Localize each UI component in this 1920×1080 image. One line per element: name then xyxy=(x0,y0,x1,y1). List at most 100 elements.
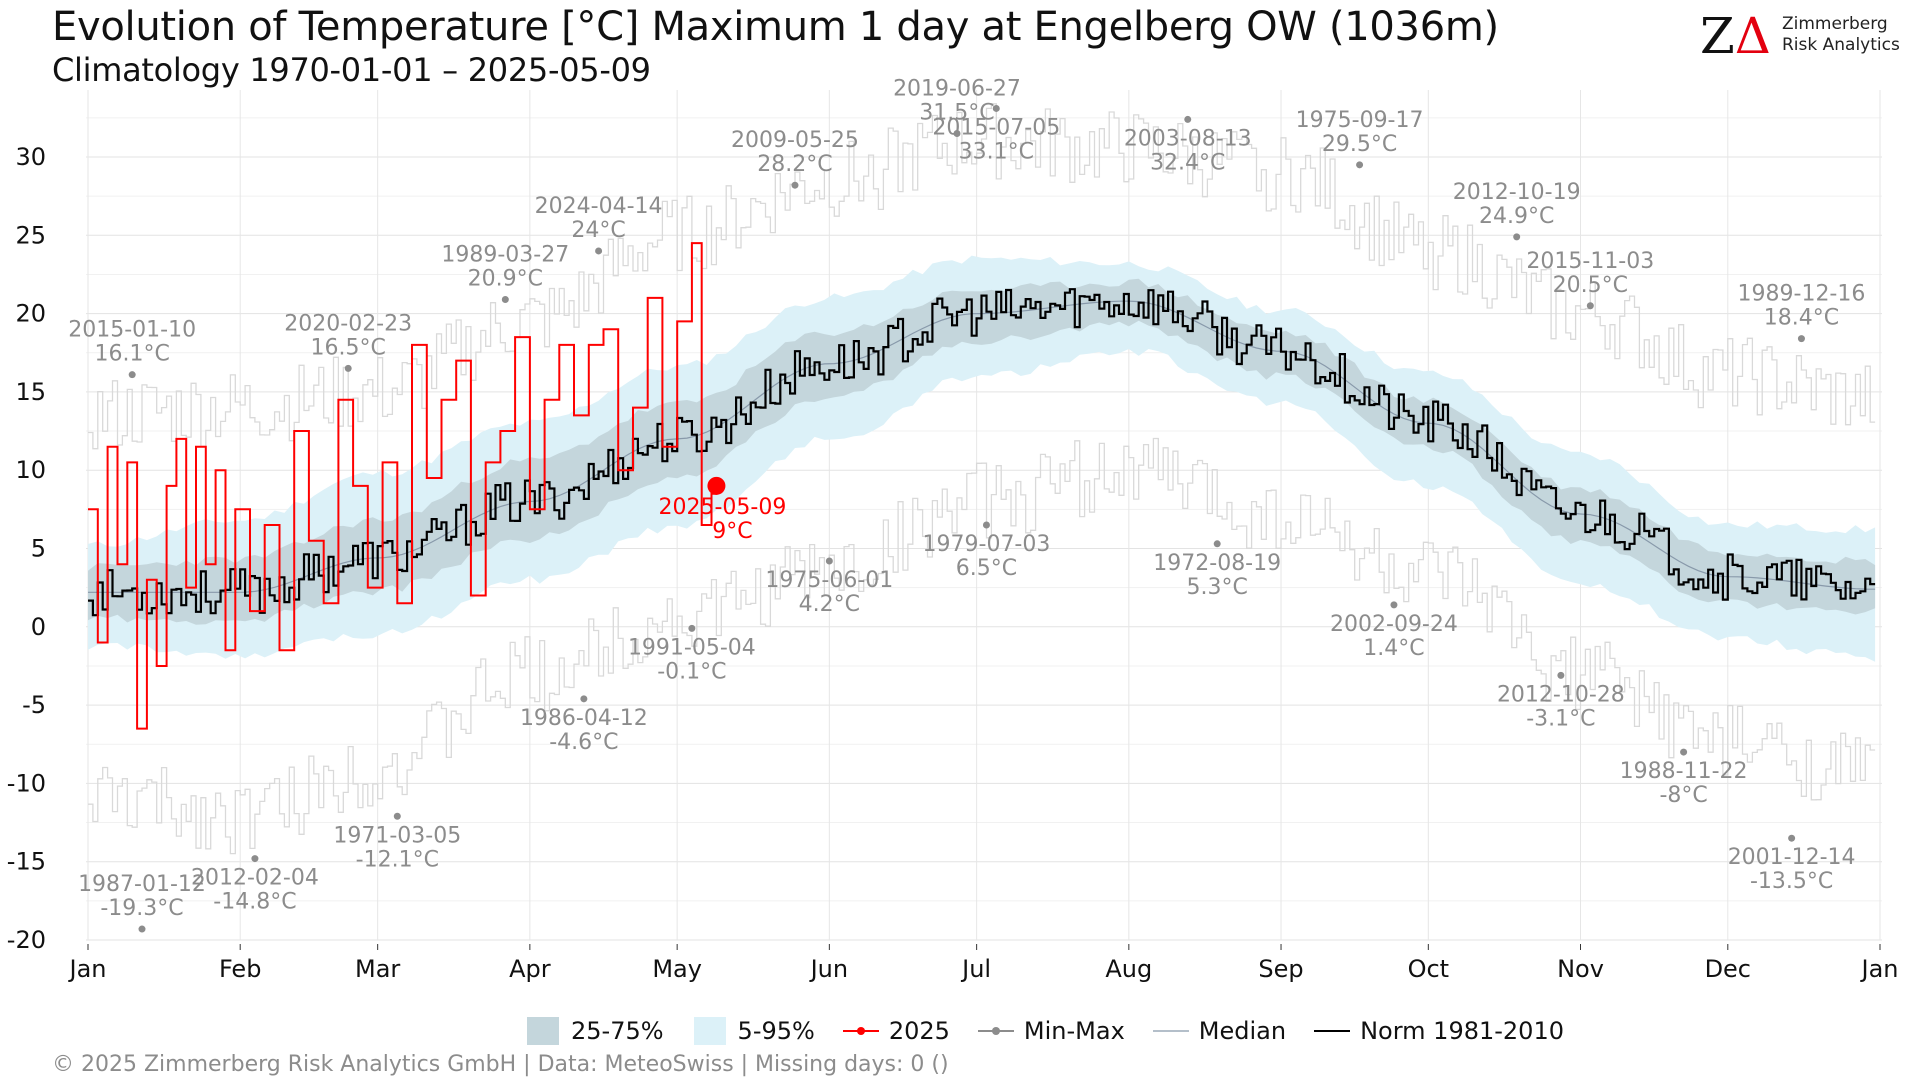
x-tick-label: Nov xyxy=(1557,955,1604,983)
year-2025-line xyxy=(88,242,726,730)
y-tick-label: -10 xyxy=(7,769,46,797)
extreme-point xyxy=(953,130,961,138)
norm-line xyxy=(88,288,1876,617)
extreme-point xyxy=(1557,671,1565,679)
extreme-label-value: 1.4°C xyxy=(1363,636,1424,661)
extreme-label-value: -8°C xyxy=(1659,783,1707,808)
extreme-label-value: 20.5°C xyxy=(1553,273,1628,298)
extreme-point xyxy=(1797,335,1805,343)
extreme-label-date: 1987-01-12 xyxy=(78,872,206,897)
legend-key xyxy=(1312,1015,1352,1047)
legend-item: 2025 xyxy=(841,1015,950,1047)
legend-label: 2025 xyxy=(888,1017,950,1045)
x-tick-label: Jan xyxy=(1860,955,1899,983)
extreme-label-date: 2001-12-14 xyxy=(1728,845,1856,870)
extreme-label-date: 2012-02-04 xyxy=(191,866,319,891)
extreme-label-date: 2003-08-13 xyxy=(1124,126,1252,151)
extreme-point xyxy=(1586,302,1594,310)
min-series xyxy=(88,437,1876,855)
extreme-label-value: 18.4°C xyxy=(1764,306,1839,331)
extreme-label-date: 1989-03-27 xyxy=(441,243,569,268)
extreme-point xyxy=(982,521,990,529)
x-tick-label: Dec xyxy=(1705,955,1751,983)
x-tick-label: Aug xyxy=(1105,955,1152,983)
y-tick-label: 15 xyxy=(15,378,46,406)
x-tick-label: Jan xyxy=(68,955,107,983)
y-tick-label: 30 xyxy=(15,143,46,171)
legend-item: 25-75% xyxy=(523,1015,664,1047)
legend-key xyxy=(976,1015,1016,1047)
legend-item: Norm 1981-2010 xyxy=(1312,1015,1564,1047)
chart-subtitle: Climatology 1970-01-01 – 2025-05-09 xyxy=(52,51,651,89)
extreme-point xyxy=(580,695,588,703)
logo-mark: ZΔ xyxy=(1700,8,1771,64)
extreme-point xyxy=(393,812,401,820)
extreme-point xyxy=(992,104,1000,112)
extreme-label-value: 24°C xyxy=(571,218,625,243)
extreme-point xyxy=(595,247,603,255)
logo-line-2: Risk Analytics xyxy=(1782,35,1900,55)
logo-mark-text: ZΔ xyxy=(1700,7,1771,65)
footer-credits: © 2025 Zimmerberg Risk Analytics GmbH | … xyxy=(52,1052,949,1077)
extreme-label-date: 1991-05-04 xyxy=(628,635,756,660)
extreme-point xyxy=(1356,161,1364,169)
extreme-label-value: -12.1°C xyxy=(356,847,439,872)
extreme-label-value: 16.5°C xyxy=(311,335,386,360)
extreme-label-date: 2015-07-05 xyxy=(932,115,1060,140)
extreme-label-value: 32.4°C xyxy=(1150,150,1225,175)
extreme-point xyxy=(501,296,509,304)
legend-item: Min-Max xyxy=(976,1015,1125,1047)
logo-line-1: Zimmerberg xyxy=(1782,14,1888,34)
x-tick-label: Oct xyxy=(1408,955,1450,983)
extreme-label-value: -4.6°C xyxy=(549,730,618,755)
min-max-lines xyxy=(88,103,1876,855)
extreme-point xyxy=(1390,601,1398,609)
y-tick-label: -5 xyxy=(22,691,46,719)
legend-label: 5-95% xyxy=(737,1017,815,1045)
extreme-label-value: -13.5°C xyxy=(1750,869,1833,894)
y-tick-label: 10 xyxy=(15,456,46,484)
legend-item: Median xyxy=(1151,1015,1286,1047)
legend-label: 25-75% xyxy=(571,1017,664,1045)
x-tick-label: Feb xyxy=(219,955,262,983)
current-label-date: 2025-05-09 xyxy=(658,495,786,520)
extreme-label-date: 1975-06-01 xyxy=(765,568,893,593)
extreme-label-date: 2002-09-24 xyxy=(1330,612,1458,637)
extreme-point xyxy=(128,371,136,379)
extreme-label-value: 29.5°C xyxy=(1322,132,1397,157)
logo-letter-z: Z xyxy=(1700,7,1735,65)
extreme-label-date: 1986-04-12 xyxy=(520,706,648,731)
legend-key xyxy=(523,1015,563,1047)
extreme-point xyxy=(1788,834,1796,842)
legend-label: Median xyxy=(1198,1017,1287,1045)
extreme-label-date: 1988-11-22 xyxy=(1620,759,1748,784)
logo-text: Zimmerberg Risk Analytics xyxy=(1782,14,1900,56)
extreme-label-date: 1972-08-19 xyxy=(1153,551,1281,576)
extreme-label-value: 24.9°C xyxy=(1479,204,1554,229)
max-series xyxy=(88,103,1876,450)
axes: -20 -15 -10 -5 0 5 10 15 20 25 30 Jan Feb Mar Apr May Ju… xyxy=(7,143,1899,983)
band-5-95 xyxy=(88,255,1876,662)
current-point-marker xyxy=(707,476,726,495)
x-tick-label: Mar xyxy=(355,955,400,983)
extreme-label-value: 33.1°C xyxy=(959,139,1034,164)
y-tick-label: 25 xyxy=(15,221,46,249)
extreme-label-value: -3.1°C xyxy=(1526,706,1595,731)
extreme-label-date: 2015-01-10 xyxy=(68,318,196,343)
legend-key xyxy=(1151,1015,1191,1047)
extreme-label-value: -19.3°C xyxy=(100,896,183,921)
legend: 25-75% 5-95% 2025 Min-Max Median Norm 1981-20… xyxy=(523,1014,1590,1048)
extreme-label-date: 1975-09-17 xyxy=(1296,108,1424,133)
extreme-label-value: 6.5°C xyxy=(956,556,1017,581)
legend-item: 5-95% xyxy=(690,1015,815,1047)
extreme-point xyxy=(1213,540,1221,548)
extreme-point xyxy=(344,364,352,372)
company-logo: ZΔ Zimmerberg Risk Analytics xyxy=(1700,8,1910,64)
extreme-label-date: 2019-06-27 xyxy=(893,77,1021,102)
extreme-label-value: 5.3°C xyxy=(1187,575,1248,600)
extreme-label-date: 2009-05-25 xyxy=(731,128,859,153)
chart-title: Evolution of Temperature [°C] Maximum 1 … xyxy=(52,4,1499,50)
extreme-label-date: 2012-10-28 xyxy=(1497,682,1625,707)
